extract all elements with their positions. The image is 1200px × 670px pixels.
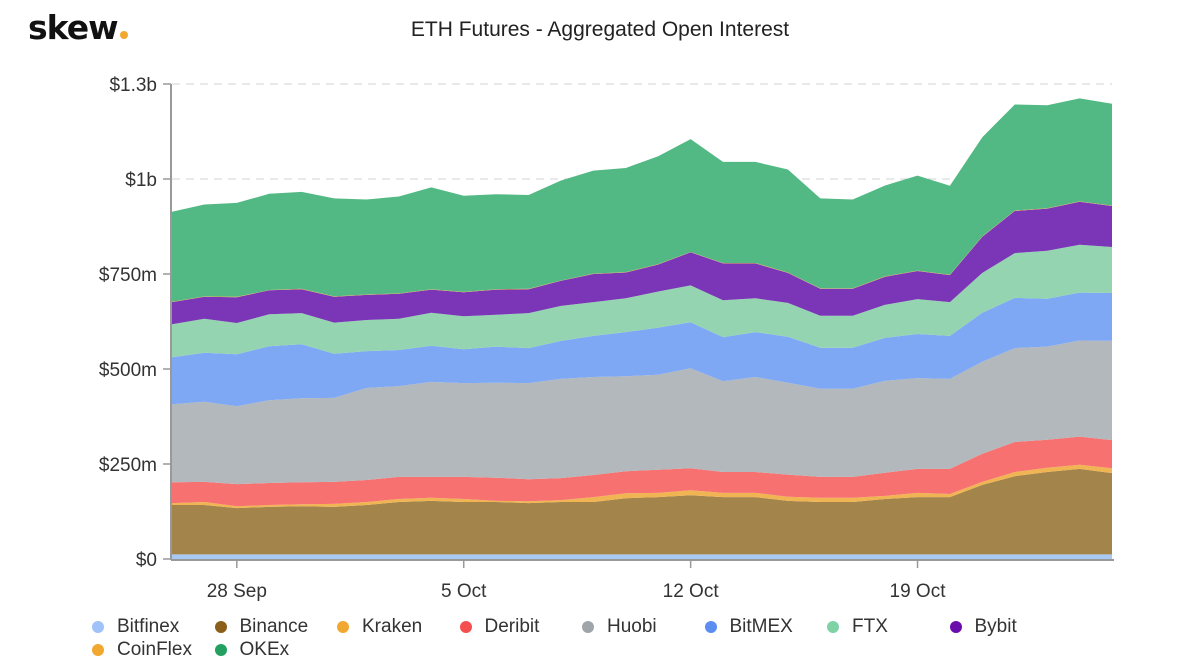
- legend-dot-icon: [582, 621, 594, 633]
- y-tick-label: $500m: [99, 360, 157, 381]
- logo-dot: [119, 31, 128, 39]
- y-tick-label: $750m: [99, 265, 157, 286]
- legend-item-bitfinex[interactable]: Bitfinex: [92, 616, 179, 638]
- legend-item-bybit[interactable]: Bybit: [949, 616, 1017, 638]
- area-binance[interactable]: [172, 468, 1112, 555]
- x-tick-label: 12 Oct: [663, 581, 720, 602]
- y-tick-label: $0: [136, 550, 157, 571]
- legend-label: Huobi: [607, 616, 657, 637]
- legend-label: CoinFlex: [117, 639, 192, 660]
- area-deribit[interactable]: [172, 436, 1112, 507]
- legend-dot-icon: [214, 621, 227, 633]
- legend-label: Bybit: [974, 616, 1017, 637]
- legend-item-ftx[interactable]: FTX: [827, 616, 888, 638]
- y-tick-label: $250m: [99, 455, 157, 476]
- area-bitmex[interactable]: [172, 292, 1112, 407]
- chart-title: ETH Futures - Aggregated Open Interest: [410, 18, 790, 41]
- legend-item-binance[interactable]: Binance: [214, 616, 309, 638]
- area-bybit[interactable]: [172, 201, 1112, 325]
- legend-dot-icon: [92, 644, 104, 656]
- axes: $0 $250m $500m $750m $1b $1.3b 28 Sep 5 Oct 12 O…: [99, 75, 1114, 602]
- logo-text: skew: [28, 8, 119, 47]
- x-tick-label: 5 Oct: [441, 581, 487, 602]
- legend-label: OKEx: [239, 639, 290, 660]
- legend-label: Binance: [239, 616, 309, 637]
- legend-label: FTX: [852, 616, 888, 637]
- legend-dot-icon: [92, 621, 104, 633]
- x-tick-label: 19 Oct: [890, 581, 947, 602]
- skew-logo: skew: [28, 8, 128, 47]
- legend-label: Deribit: [484, 616, 540, 637]
- legend-item-okex[interactable]: OKEx: [214, 639, 290, 661]
- area-bitfinex[interactable]: [172, 554, 1112, 559]
- legend-label: Bitfinex: [117, 616, 180, 637]
- legend-dot-icon: [704, 621, 717, 633]
- series-areas: [172, 98, 1112, 559]
- legend-dot-icon: [949, 621, 962, 633]
- legend-dot-icon: [337, 621, 349, 633]
- area-okex[interactable]: [172, 98, 1112, 302]
- legend-dot-icon: [214, 644, 227, 656]
- area-kraken[interactable]: [172, 464, 1112, 509]
- legend-item-bitmex[interactable]: BitMEX: [704, 616, 793, 638]
- legend-dot-icon: [827, 621, 839, 633]
- y-tick-label: $1b: [125, 170, 157, 191]
- legend-item-kraken[interactable]: Kraken: [337, 616, 422, 638]
- legend-dot-icon: [459, 621, 472, 633]
- legend-item-coinflex[interactable]: CoinFlex: [92, 639, 192, 661]
- y-tick-label: $1.3b: [109, 75, 157, 96]
- legend-label: BitMEX: [729, 616, 793, 637]
- legend-item-deribit[interactable]: Deribit: [459, 616, 540, 638]
- area-ftx[interactable]: [172, 244, 1112, 358]
- legend-item-huobi[interactable]: Huobi: [582, 616, 657, 638]
- legend-label: Kraken: [362, 616, 423, 637]
- x-tick-label: 28 Sep: [207, 581, 267, 602]
- area-huobi[interactable]: [172, 340, 1112, 485]
